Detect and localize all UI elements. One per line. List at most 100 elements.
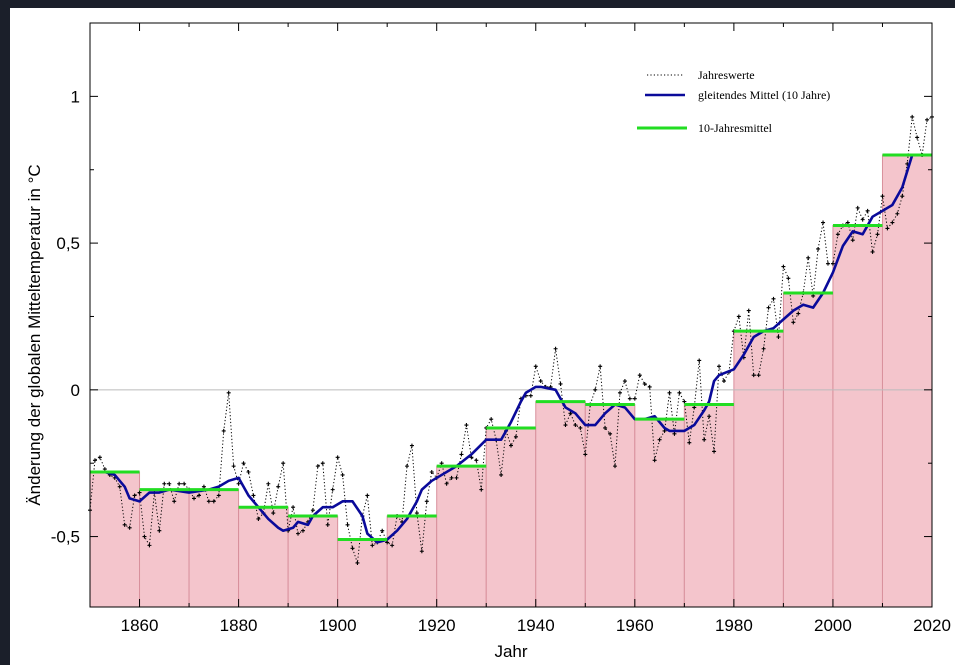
x-axis-title: Jahr bbox=[494, 642, 527, 661]
annual-value-point bbox=[662, 428, 667, 433]
y-tick-label: -0,5 bbox=[51, 528, 80, 547]
annual-value-point bbox=[558, 381, 563, 386]
annual-value-point bbox=[835, 232, 840, 237]
plot-border bbox=[89, 22, 933, 608]
annual-value-point bbox=[603, 425, 608, 430]
annual-value-point bbox=[786, 276, 791, 281]
annual-value-point bbox=[196, 493, 201, 498]
annual-value-point bbox=[390, 543, 395, 548]
annual-value-point bbox=[444, 481, 449, 486]
annual-value-point bbox=[573, 423, 578, 428]
annual-value-point bbox=[538, 379, 543, 384]
decade-bar bbox=[436, 465, 487, 608]
annual-value-point bbox=[385, 540, 390, 545]
annual-value-point bbox=[419, 549, 424, 554]
annual-value-point bbox=[251, 493, 256, 498]
y-tick-label: 1 bbox=[71, 87, 80, 106]
annual-value-point bbox=[845, 220, 850, 225]
annual-value-point bbox=[781, 264, 786, 269]
annual-value-point bbox=[291, 505, 296, 510]
annual-value-point bbox=[404, 464, 409, 469]
annual-value-point bbox=[667, 390, 672, 395]
annual-value-point bbox=[167, 481, 172, 486]
temperature-chart: 1860 1880 1900 1920 1940 1960 1980 2000 2020 -0,5… bbox=[25, 22, 951, 661]
annual-value-point bbox=[642, 381, 647, 386]
annual-value-point bbox=[300, 528, 305, 533]
annual-value-point bbox=[652, 458, 657, 463]
annual-value-point bbox=[697, 358, 702, 363]
annual-value-point bbox=[692, 405, 697, 410]
annual-value-point bbox=[92, 458, 97, 463]
decade-bar bbox=[485, 427, 537, 608]
x-tick-label: 2020 bbox=[913, 616, 951, 635]
annual-value-point bbox=[266, 481, 271, 486]
annual-value-point bbox=[830, 261, 835, 266]
annual-value-point bbox=[221, 428, 226, 433]
chart-frame: 1860 1880 1900 1920 1940 1960 1980 2000 2020 -0,5… bbox=[10, 8, 955, 665]
annual-value-point bbox=[499, 472, 504, 477]
x-tick-label: 1880 bbox=[220, 616, 258, 635]
legend-decade-mean-label: 10-Jahresmittel bbox=[698, 121, 773, 135]
annual-value-point bbox=[736, 314, 741, 319]
annual-value-point bbox=[172, 499, 177, 504]
decade-bar bbox=[832, 224, 883, 608]
annual-value-point bbox=[409, 443, 414, 448]
annual-value-point bbox=[479, 487, 484, 492]
annual-value-point bbox=[449, 475, 454, 480]
annual-value-point bbox=[533, 364, 538, 369]
annual-value-point bbox=[766, 305, 771, 310]
annual-value-point bbox=[677, 390, 682, 395]
annual-value-point bbox=[182, 481, 187, 486]
annual-value-point bbox=[192, 496, 197, 501]
annual-value-point bbox=[320, 461, 325, 466]
annual-value-point bbox=[850, 238, 855, 243]
annual-value-point bbox=[712, 449, 717, 454]
annual-value-point bbox=[632, 396, 637, 401]
annual-value-point bbox=[281, 461, 286, 466]
decade-bar bbox=[238, 506, 289, 608]
annual-value-point bbox=[380, 528, 385, 533]
x-tick-label: 1960 bbox=[616, 616, 654, 635]
annual-value-point bbox=[568, 411, 573, 416]
moving-average-series bbox=[90, 154, 914, 544]
x-tick-label: 1920 bbox=[418, 616, 456, 635]
annual-value-point bbox=[925, 117, 930, 122]
x-tick-label: 2000 bbox=[814, 616, 852, 635]
annual-value-point bbox=[895, 211, 900, 216]
annual-value-point bbox=[657, 437, 662, 442]
decade-mean-series bbox=[90, 153, 932, 542]
annual-value-point bbox=[226, 390, 231, 395]
annual-value-point bbox=[201, 484, 206, 489]
annual-value-point bbox=[578, 425, 583, 430]
annual-value-point bbox=[776, 335, 781, 340]
annual-value-point bbox=[142, 534, 147, 539]
annual-value-point bbox=[637, 373, 642, 378]
x-tick-label: 1900 bbox=[319, 616, 357, 635]
annual-value-point bbox=[241, 461, 246, 466]
annual-value-point bbox=[132, 493, 137, 498]
legend-moving-average-label: gleitendes Mittel (10 Jahre) bbox=[698, 88, 830, 102]
annual-value-point bbox=[865, 208, 870, 213]
annual-value-point bbox=[855, 205, 860, 210]
annual-value-point bbox=[474, 458, 479, 463]
annual-value-point bbox=[806, 255, 811, 260]
annual-value-point bbox=[583, 452, 588, 457]
annual-value-point bbox=[647, 384, 652, 389]
annual-value-point bbox=[751, 373, 756, 378]
annual-value-point bbox=[721, 379, 726, 384]
annual-value-point bbox=[330, 487, 335, 492]
decade-bar bbox=[89, 471, 141, 608]
annual-value-point bbox=[454, 475, 459, 480]
annual-value-point bbox=[513, 434, 518, 439]
decade-bar bbox=[535, 401, 586, 608]
annual-value-point bbox=[756, 373, 761, 378]
y-tick-label: 0,5 bbox=[56, 234, 80, 253]
annual-value-point bbox=[127, 525, 132, 530]
annual-value-point bbox=[414, 511, 419, 516]
decade-bar bbox=[584, 404, 636, 608]
annual-value-point bbox=[821, 220, 826, 225]
decade-bar bbox=[139, 489, 190, 608]
annual-value-point bbox=[246, 470, 251, 475]
annual-value-point bbox=[528, 393, 533, 398]
annual-value-point bbox=[553, 346, 558, 351]
